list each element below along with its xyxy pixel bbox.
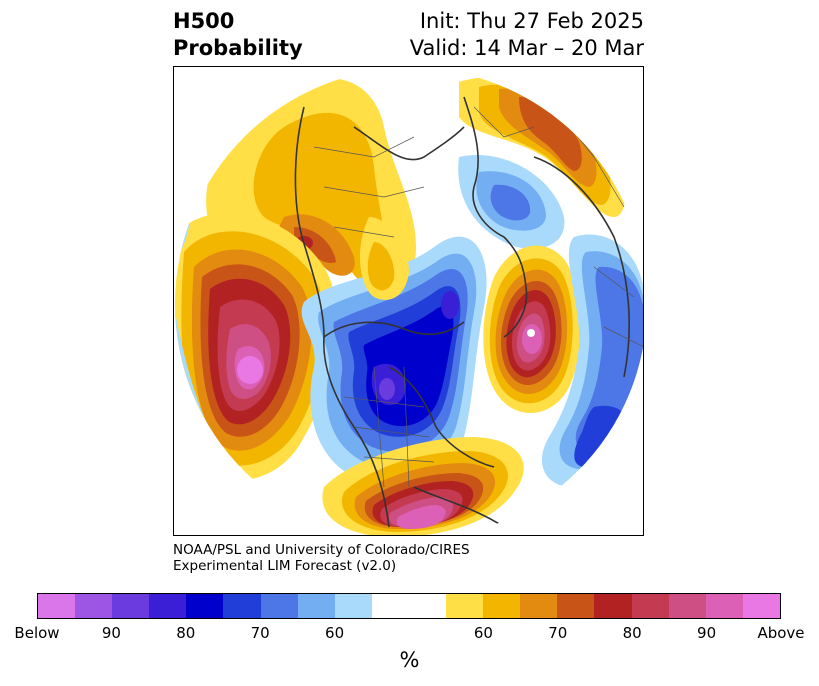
positive-anomaly-pacific [175, 213, 337, 481]
colorbar-segment [742, 594, 780, 618]
colorbar-tick-label: Above [757, 624, 805, 642]
positive-anomaly-europe [483, 245, 581, 414]
colorbar-segment [223, 594, 261, 618]
probability-field [175, 68, 643, 535]
credit-line-2: Experimental LIM Forecast (v2.0) [173, 558, 397, 574]
colorbar-segment [112, 594, 150, 618]
colorbar-segment [38, 594, 76, 618]
colorbar [37, 593, 781, 619]
credit-line-1: NOAA/PSL and University of Colorado/CIRE… [173, 542, 470, 558]
colorbar-segment [520, 594, 558, 618]
colorbar-segment [371, 594, 409, 618]
colorbar-segment [297, 594, 335, 618]
colorbar-segment [557, 594, 595, 618]
colorbar-segment [408, 594, 447, 618]
negative-anomaly-arctic [458, 155, 565, 249]
colorbar-tick-label: Below [14, 624, 60, 642]
positive-anomaly-greenland [359, 217, 409, 300]
colorbar-tick-label: 70 [250, 624, 270, 642]
colorbar-tick-label: 80 [176, 624, 196, 642]
title-field: Probability [173, 36, 303, 60]
probability-map [173, 66, 644, 536]
valid-range: Valid: 14 Mar – 20 Mar [409, 36, 644, 60]
negative-anomaly-north-america [301, 236, 487, 485]
colorbar-segment [631, 594, 669, 618]
colorbar-tick-label: 60 [473, 624, 493, 642]
title-variable: H500 [173, 9, 235, 33]
colorbar-ticks: Below 90 80 70 60 60 70 80 90 Above [0, 624, 819, 646]
positive-anomaly-siberia [459, 77, 626, 217]
map-title: H500 Probability [173, 8, 303, 62]
colorbar-segment [594, 594, 632, 618]
colorbar-segment [334, 594, 372, 618]
colorbar-tick-label: 60 [325, 624, 345, 642]
colorbar-segment [705, 594, 743, 618]
credit-text: NOAA/PSL and University of Colorado/CIRE… [173, 542, 470, 574]
polar-map-svg [175, 68, 643, 535]
colorbar-tick-label: 90 [101, 624, 121, 642]
colorbar-tick-label: 80 [622, 624, 642, 642]
colorbar-segment [668, 594, 706, 618]
colorbar-segment [149, 594, 187, 618]
coastlines [294, 96, 630, 528]
colorbar-segment [75, 594, 113, 618]
colorbar-segment [483, 594, 521, 618]
colorbar-tick-label: 70 [548, 624, 568, 642]
colorbar-tick-label: 90 [697, 624, 717, 642]
init-date: Init: Thu 27 Feb 2025 [419, 9, 644, 33]
colorbar-segment [260, 594, 298, 618]
colorbar-unit-label: % [399, 648, 420, 672]
colorbar-segment [186, 594, 224, 618]
colorbar-segment [446, 594, 484, 618]
forecast-dates: Init: Thu 27 Feb 2025 Valid: 14 Mar – 20… [410, 8, 644, 62]
